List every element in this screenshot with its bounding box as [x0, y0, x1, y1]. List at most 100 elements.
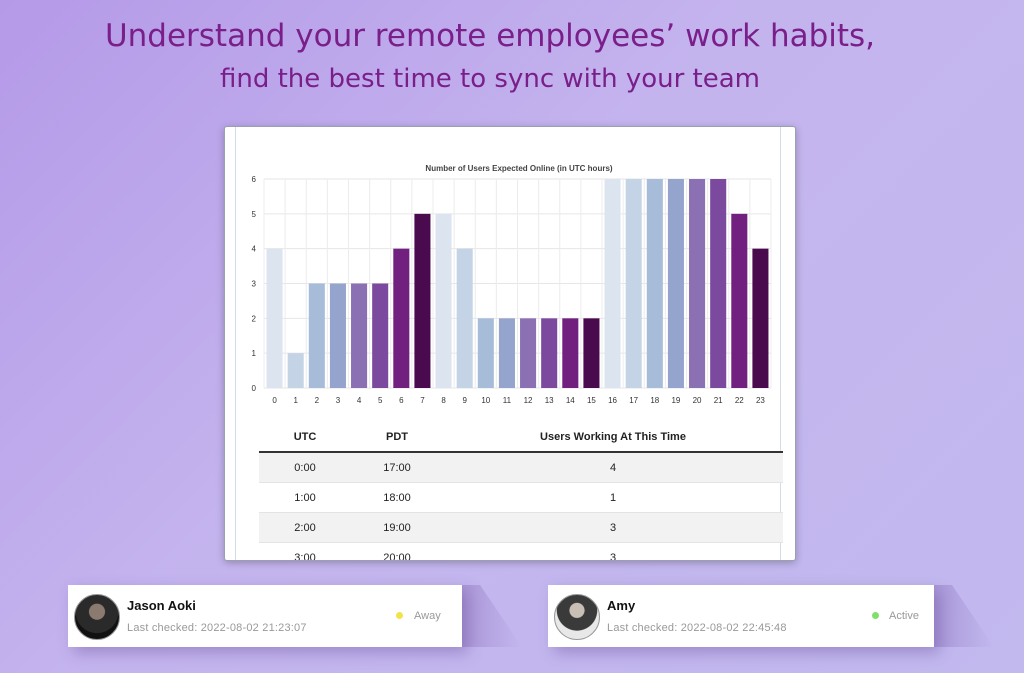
bar-hour-7: [414, 213, 431, 388]
chart-title: Number of Users Expected Online (in UTC …: [425, 164, 612, 173]
cell-pdt: 19:00: [351, 512, 443, 543]
x-tick-label: 2: [315, 396, 320, 405]
col-header-users: Users Working At This Time: [443, 423, 783, 453]
x-tick-label: 3: [336, 396, 341, 405]
bar-hour-13: [541, 318, 558, 388]
x-tick-label: 4: [357, 396, 362, 405]
bar-hour-4: [351, 283, 368, 388]
x-tick-label: 5: [378, 396, 383, 405]
hours-table: UTC PDT Users Working At This Time 0:00 …: [259, 423, 783, 560]
card-frame: Number of Users Expected Online (in UTC …: [235, 127, 783, 560]
last-checked: Last checked: 2022-08-02 22:45:48: [607, 622, 787, 634]
bar-hour-19: [667, 179, 684, 388]
bar-hour-10: [477, 318, 494, 388]
status-label: Away: [414, 610, 441, 622]
headline-line1: Understand your remote employees’ work h…: [104, 18, 876, 54]
bar-hour-17: [625, 179, 642, 388]
bar-hour-6: [393, 248, 410, 388]
y-axis-labels: 0 1 2 3 4 5 6: [252, 175, 257, 393]
chart-grid: [263, 178, 772, 389]
users-online-chart: Number of Users Expected Online (in UTC …: [252, 164, 772, 405]
table-header-row: UTC PDT Users Working At This Time: [259, 423, 783, 453]
bar-hour-15: [583, 318, 600, 388]
y-tick-label: 0: [252, 384, 257, 393]
bar-hour-5: [372, 283, 389, 388]
col-header-utc: UTC: [259, 423, 351, 453]
cell-users: 4: [443, 452, 783, 483]
bar-hour-21: [710, 179, 727, 388]
x-tick-label: 0: [272, 396, 277, 405]
x-tick-label: 22: [735, 396, 744, 405]
bar-hour-11: [498, 318, 515, 388]
x-tick-label: 12: [524, 396, 533, 405]
avatar: [74, 594, 120, 640]
table-row: 0:00 17:00 4: [259, 452, 783, 483]
cell-users: 1: [443, 482, 783, 513]
x-tick-label: 16: [608, 396, 617, 405]
x-tick-label: 23: [756, 396, 765, 405]
card-shadow: [462, 585, 522, 647]
user-status-card-amy[interactable]: Amy Last checked: 2022-08-02 22:45:48 Ac…: [548, 585, 994, 647]
last-checked: Last checked: 2022-08-02 21:23:07: [127, 622, 307, 634]
x-tick-label: 19: [671, 396, 680, 405]
bar-hour-9: [456, 248, 473, 388]
cell-pdt: 17:00: [351, 452, 443, 483]
x-tick-label: 10: [481, 396, 490, 405]
bar-hour-16: [604, 179, 621, 388]
cell-users: 3: [443, 542, 783, 560]
bar-hour-12: [520, 318, 537, 388]
cell-utc: 1:00: [259, 482, 351, 513]
schedule-card: Number of Users Expected Online (in UTC …: [224, 126, 796, 561]
y-tick-label: 6: [252, 175, 257, 184]
col-header-pdt: PDT: [351, 423, 443, 453]
cell-utc: 2:00: [259, 512, 351, 543]
bar-hour-1: [287, 353, 304, 388]
table-row: 2:00 19:00 3: [259, 512, 783, 543]
x-tick-label: 21: [714, 396, 723, 405]
bar-hour-0: [266, 248, 283, 388]
user-status-card-jason[interactable]: Jason Aoki Last checked: 2022-08-02 21:2…: [68, 585, 522, 647]
bar-hour-20: [689, 179, 706, 388]
x-tick-label: 17: [629, 396, 638, 405]
x-tick-label: 1: [293, 396, 298, 405]
bar-hour-18: [646, 179, 663, 388]
card-shadow: [934, 585, 994, 647]
x-tick-label: 18: [650, 396, 659, 405]
headline-line2: find the best time to sync with your tea…: [219, 64, 760, 94]
bar-hour-8: [435, 213, 452, 388]
bar-hour-14: [562, 318, 579, 388]
y-tick-label: 4: [252, 245, 257, 254]
x-tick-label: 6: [399, 396, 404, 405]
x-tick-label: 14: [566, 396, 575, 405]
y-tick-label: 3: [252, 280, 257, 289]
bar-hour-22: [731, 213, 748, 388]
bar-hour-3: [329, 283, 346, 388]
user-name: Amy: [607, 598, 636, 613]
x-tick-label: 15: [587, 396, 596, 405]
x-tick-label: 11: [503, 396, 512, 405]
x-tick-label: 13: [545, 396, 554, 405]
table-row: 1:00 18:00 1: [259, 482, 783, 513]
status-label: Active: [889, 610, 919, 622]
status-dot-icon: [396, 612, 403, 619]
chart-bars: [266, 179, 769, 388]
x-tick-label: 8: [441, 396, 446, 405]
x-tick-label: 7: [420, 396, 425, 405]
x-axis-labels: 0 1 2 3 4 5 6 7 8 9 10 11 12 13 14 15 16 17 18 19 20 21 22 23: [272, 396, 765, 405]
bar-hour-23: [752, 248, 769, 388]
cell-users: 3: [443, 512, 783, 543]
cell-pdt: 18:00: [351, 482, 443, 513]
table-row: 3:00 20:00 3: [259, 542, 783, 560]
user-name: Jason Aoki: [127, 598, 196, 613]
y-tick-label: 5: [252, 210, 257, 219]
avatar: [554, 594, 600, 640]
cell-pdt: 20:00: [351, 542, 443, 560]
cell-utc: 3:00: [259, 542, 351, 560]
y-tick-label: 2: [252, 314, 257, 323]
status-dot-icon: [872, 612, 879, 619]
cell-utc: 0:00: [259, 452, 351, 483]
bar-hour-2: [308, 283, 325, 388]
x-tick-label: 20: [693, 396, 702, 405]
y-tick-label: 1: [252, 349, 257, 358]
x-tick-label: 9: [462, 396, 467, 405]
